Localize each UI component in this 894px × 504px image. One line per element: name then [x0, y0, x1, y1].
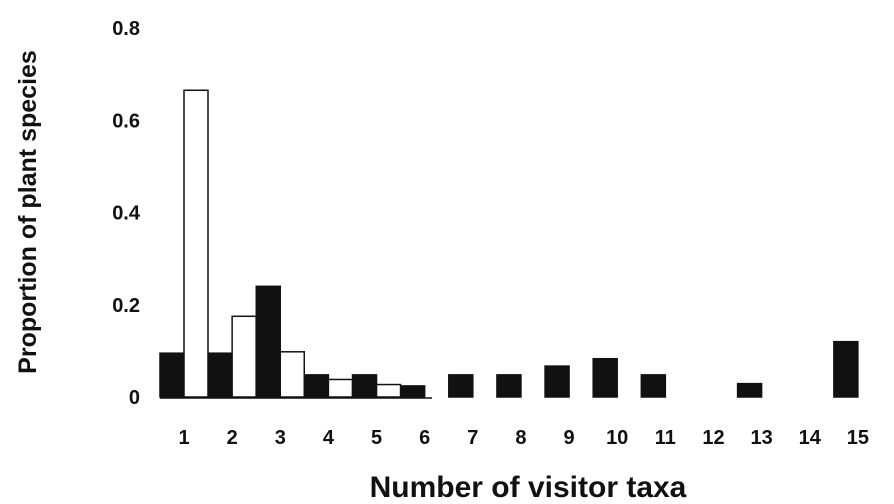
y-tick-label: 0	[129, 387, 140, 409]
x-tick-label: 3	[275, 427, 286, 449]
bar-series-1-cat-2	[207, 352, 233, 398]
bar-series-2-cat-1	[183, 89, 209, 398]
y-tick-label: 0.8	[112, 18, 140, 40]
x-tick-label: 6	[419, 427, 430, 449]
x-tick-label: 10	[606, 427, 628, 449]
bar-series-1-cat-13	[736, 382, 763, 398]
bar-series-1-cat-10	[592, 357, 618, 398]
bar-series-1-cat-11	[640, 374, 667, 398]
x-tick-label: 9	[564, 427, 575, 449]
x-tick-label: 15	[847, 427, 869, 449]
bar-series-1-cat-15	[833, 340, 859, 398]
x-tick-label: 1	[178, 427, 189, 449]
x-tick-label: 5	[371, 427, 382, 449]
y-tick-label: 0.4	[112, 203, 141, 225]
x-tick-label: 4	[323, 427, 335, 449]
bars	[159, 89, 859, 398]
bar-series-2-cat-3	[279, 351, 306, 398]
y-tick-label: 0.6	[112, 110, 140, 132]
bar-series-1-cat-3	[255, 285, 282, 398]
y-tick-label: 0.2	[112, 295, 140, 317]
x-tick-label: 2	[227, 427, 238, 449]
bar-series-1-cat-7	[448, 374, 474, 398]
x-axis-title: Number of visitor taxa	[370, 471, 687, 504]
x-tick-label: 14	[799, 427, 822, 449]
bar-series-2-cat-4	[327, 378, 354, 398]
bar-series-1-cat-4	[303, 374, 330, 398]
bar-series-1-cat-6	[399, 385, 426, 398]
x-tick-label: 7	[467, 427, 478, 449]
y-axis-title: Proportion of plant species	[14, 50, 42, 374]
x-tick-label: 12	[702, 427, 724, 449]
bar-series-2-cat-2	[231, 315, 257, 398]
x-tick-label: 13	[750, 427, 772, 449]
x-axis-ticks: 1 2 3 4 5 6 7 8 9 10 11 12 13 14 15	[178, 427, 869, 449]
bar-series-2-cat-5	[375, 383, 402, 398]
bar-series-1-cat-8	[496, 374, 522, 398]
bar-series-1-cat-9	[544, 365, 570, 398]
x-tick-label: 11	[655, 427, 676, 449]
bar-series-1-cat-5	[351, 374, 378, 398]
x-tick-label: 8	[515, 427, 526, 449]
y-axis-ticks: 0 0.2 0.4 0.6 0.8	[112, 18, 141, 409]
bar-series-1-cat-1	[159, 352, 185, 398]
